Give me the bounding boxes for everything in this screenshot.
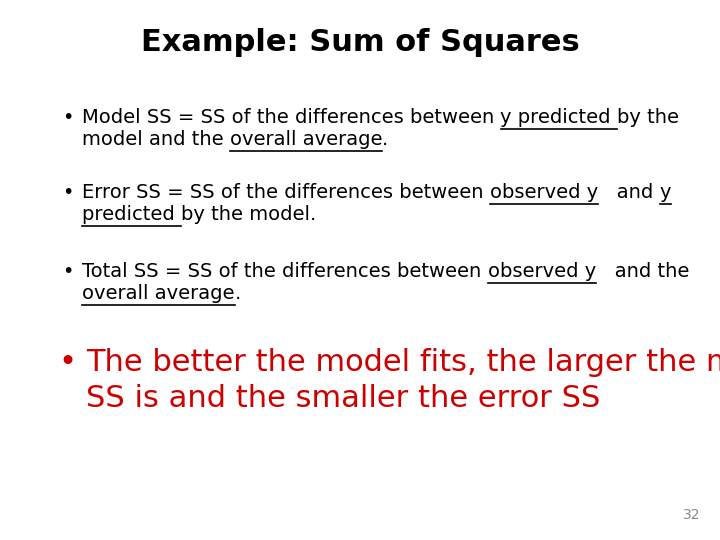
Text: Example: Sum of Squares: Example: Sum of Squares xyxy=(140,28,580,57)
Text: Total SS = SS of the differences between: Total SS = SS of the differences between xyxy=(82,262,487,281)
Text: observed y: observed y xyxy=(487,262,595,281)
Text: SS is and the smaller the error SS: SS is and the smaller the error SS xyxy=(86,384,600,413)
Text: by the model.: by the model. xyxy=(181,205,316,224)
Text: model and the: model and the xyxy=(82,130,230,149)
Text: and the: and the xyxy=(595,262,689,281)
Text: predicted: predicted xyxy=(82,205,181,224)
Text: •: • xyxy=(62,262,73,281)
Text: •: • xyxy=(62,183,73,202)
Text: Error SS = SS of the differences between: Error SS = SS of the differences between xyxy=(82,183,490,202)
Text: and: and xyxy=(598,183,660,202)
Text: observed y: observed y xyxy=(490,183,598,202)
Text: .: . xyxy=(235,284,240,303)
Text: overall average: overall average xyxy=(82,284,235,303)
Text: Model SS = SS of the differences between: Model SS = SS of the differences between xyxy=(82,108,500,127)
Text: •: • xyxy=(62,108,73,127)
Text: y predicted: y predicted xyxy=(500,108,617,127)
Text: 32: 32 xyxy=(683,508,700,522)
Text: .: . xyxy=(382,130,389,149)
Text: y: y xyxy=(660,183,671,202)
Text: •: • xyxy=(58,348,76,377)
Text: overall average: overall average xyxy=(230,130,382,149)
Text: The better the model fits, the larger the model: The better the model fits, the larger th… xyxy=(86,348,720,377)
Text: by the: by the xyxy=(617,108,679,127)
